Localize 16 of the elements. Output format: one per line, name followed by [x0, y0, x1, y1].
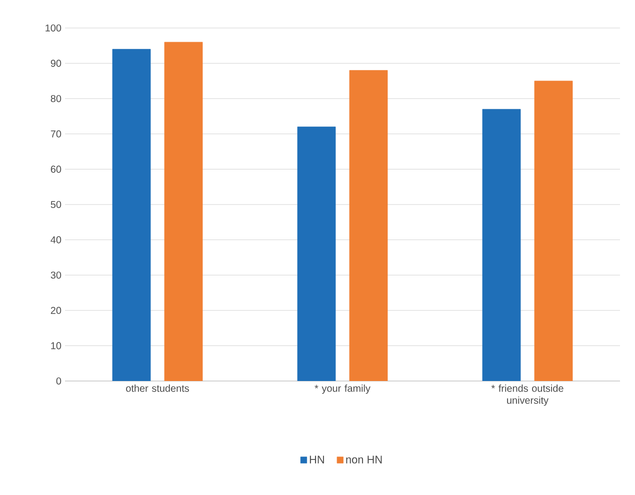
y-tick-label: 90 [50, 60, 62, 67]
legend-label: non HN [346, 456, 382, 464]
y-tick-label: 30 [50, 272, 62, 279]
y-tick-label: 10 [51, 342, 62, 350]
y-tick-label: 40 [50, 236, 62, 244]
y-tick-label: 60 [50, 166, 62, 173]
legend-label: HN [310, 456, 324, 464]
y-tick-label: 100 [46, 24, 62, 32]
y-tick-label: 50 [50, 200, 62, 208]
y-tick-label: 0 [56, 377, 62, 385]
y-tick-label: 20 [50, 306, 62, 314]
x-tick-label: * your family [314, 384, 370, 394]
x-tick-label: other students [126, 384, 189, 392]
y-tick-label: 70 [50, 130, 62, 138]
x-tick-label: * friends outside university [491, 384, 564, 406]
y-tick-label: 80 [50, 95, 62, 102]
